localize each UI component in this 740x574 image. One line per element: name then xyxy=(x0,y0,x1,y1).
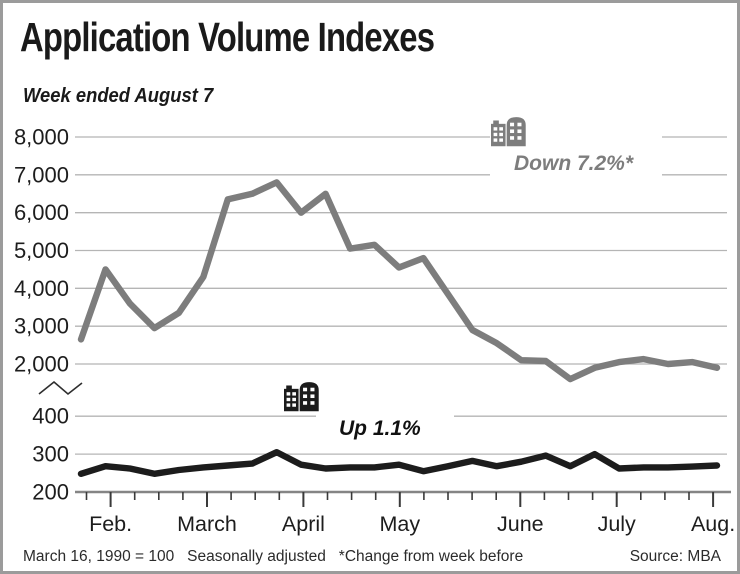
y-axis-label: 7,000 xyxy=(14,162,69,187)
label-backdrop xyxy=(316,407,454,441)
y-axis-label: 5,000 xyxy=(14,238,69,263)
source-label: Source: MBA xyxy=(629,548,721,565)
lower-index-annotation: Up 1.1% xyxy=(339,417,421,440)
y-axis-label: 300 xyxy=(32,442,69,467)
chart-title: Application Volume Indexes xyxy=(20,14,435,60)
month-label: June xyxy=(497,512,544,536)
upper-index-annotation: Down 7.2%* xyxy=(514,152,634,175)
y-axis-label: 400 xyxy=(32,404,69,429)
footnote: March 16, 1990 = 100 Seasonally adjusted… xyxy=(23,548,524,565)
month-label: May xyxy=(379,512,420,536)
month-label: Aug. xyxy=(691,512,735,536)
month-label: Feb. xyxy=(89,512,132,536)
chart-subtitle: Week ended August 7 xyxy=(23,85,214,107)
y-axis-label: 8,000 xyxy=(14,125,69,150)
y-axis-label: 3,000 xyxy=(14,314,69,339)
month-label: July xyxy=(598,512,636,536)
upper-index-line xyxy=(77,179,721,383)
y-axis-label: 2,000 xyxy=(14,352,69,377)
buildings-icon xyxy=(491,117,526,147)
month-label: April xyxy=(282,512,325,536)
y-axis-label: 6,000 xyxy=(14,200,69,225)
y-axis-label: 4,000 xyxy=(14,276,69,301)
line-chart: Feb. March April May June July Aug. 8,000 7,000 6… xyxy=(14,117,735,536)
lower-index-line xyxy=(77,449,721,477)
axis-break-icon xyxy=(38,380,83,396)
buildings-icon xyxy=(284,382,319,412)
y-axis-label: 200 xyxy=(32,480,69,505)
month-label: March xyxy=(177,512,237,536)
